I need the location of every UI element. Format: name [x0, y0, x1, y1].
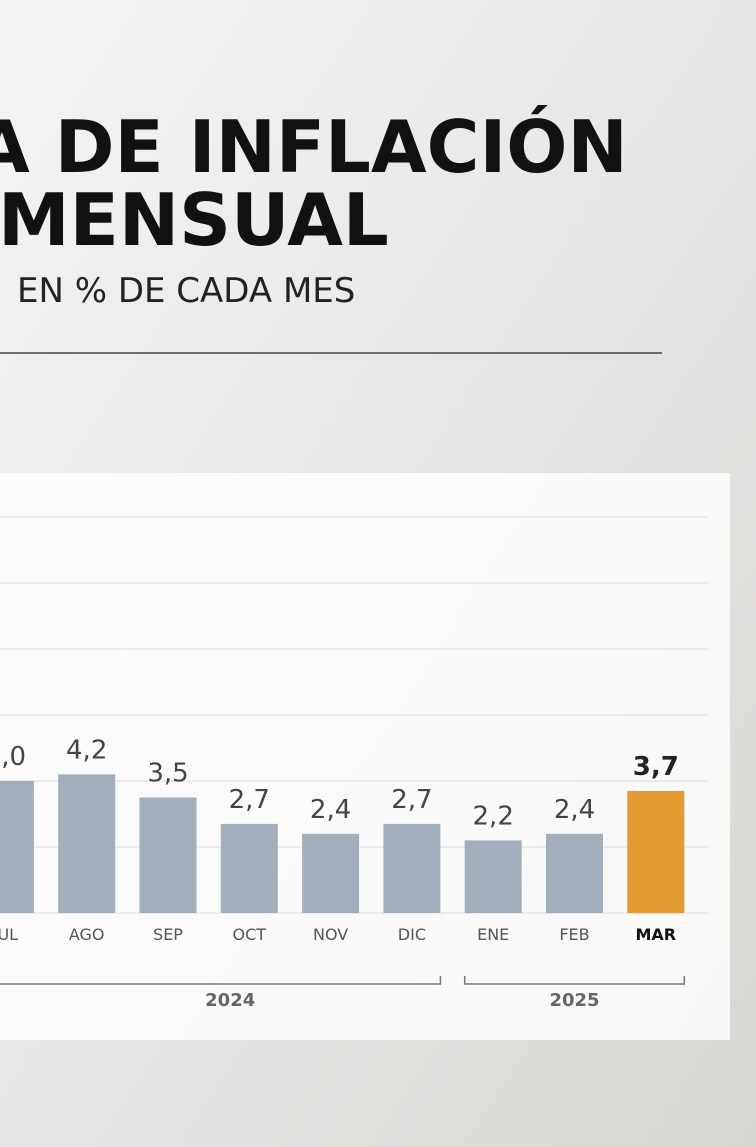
- bar: [220, 823, 278, 913]
- chart-title: A DE INFLACIÓN: [0, 105, 628, 189]
- x-tick-label: DIC: [398, 925, 426, 944]
- x-tick-label: AGO: [69, 925, 105, 944]
- value-label: 2,7: [391, 785, 432, 815]
- x-tick-label: SEP: [153, 925, 183, 944]
- value-label: 4,0: [0, 742, 26, 772]
- x-tick-label: ENE: [477, 925, 509, 944]
- group-bracket: [0, 976, 442, 985]
- value-label: 2,4: [554, 795, 595, 825]
- value-label: 2,2: [473, 801, 514, 831]
- x-tick-label: OCT: [233, 925, 267, 944]
- value-label: 2,4: [310, 795, 351, 825]
- bar: [627, 790, 685, 913]
- x-tick-label: NOV: [313, 925, 348, 944]
- group-label: 2024: [205, 990, 255, 1011]
- bar: [139, 797, 197, 913]
- bar: [464, 840, 522, 913]
- group-bracket: [463, 976, 686, 985]
- value-label: 2,7: [229, 785, 270, 815]
- bar: [0, 781, 34, 913]
- bar: [383, 823, 441, 913]
- chart-title: MENSUAL: [0, 178, 389, 262]
- bar: [58, 774, 116, 913]
- value-label: 3,7: [633, 752, 679, 782]
- x-tick-label: FEB: [559, 925, 589, 944]
- bar: [546, 833, 603, 913]
- bar: [302, 833, 360, 913]
- group-label: 2025: [549, 990, 599, 1011]
- chart-subtitle: EN % DE CADA MES: [17, 271, 355, 311]
- chart-panel: [0, 473, 730, 1040]
- value-label: 3,5: [147, 759, 188, 789]
- x-tick-label: MAR: [635, 925, 676, 944]
- x-tick-label: JUL: [0, 925, 18, 944]
- value-label: 4,2: [66, 735, 107, 765]
